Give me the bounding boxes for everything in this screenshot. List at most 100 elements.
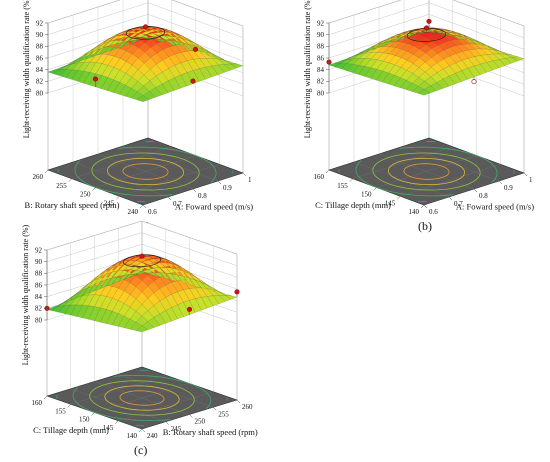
- y-axis: 140 145 150 155 160 C: Tillage depth (mm): [32, 395, 143, 440]
- y-tick: [139, 204, 144, 209]
- z-tick-label: 86: [35, 281, 43, 289]
- z-tick-label: 88: [317, 43, 325, 51]
- y-tick: [44, 169, 49, 174]
- y-tick-label: 140: [409, 208, 420, 216]
- x-tick: [498, 180, 503, 185]
- design-point: [139, 253, 145, 259]
- x-tick: [242, 172, 247, 177]
- z-tick-label: 88: [35, 270, 43, 278]
- wall-grid-line: [47, 0, 244, 27]
- x-axis: 240 245 250 255 260 B: Rotary shaft speed (rp…: [141, 399, 258, 440]
- z-tick-label: 90: [35, 258, 43, 266]
- x-axis-label: B: Rotary shaft speed (rpm): [163, 427, 258, 437]
- y-tick: [91, 412, 95, 416]
- contour-line: [119, 390, 165, 406]
- contour-line: [189, 383, 212, 409]
- x-tick-label: 0.7: [173, 200, 182, 208]
- y-tick: [138, 428, 143, 433]
- x-tick-label: 0.6: [148, 208, 157, 216]
- x-tick: [167, 196, 172, 201]
- y-tick-label: 150: [79, 416, 90, 424]
- x-tick-label: 0.8: [479, 192, 488, 200]
- design-points: [93, 24, 199, 87]
- surface-patch: [511, 56, 525, 62]
- x-tick: [448, 196, 453, 201]
- z-tick-label: 80: [317, 89, 325, 97]
- y-axis-label: C: Tillage depth (mm): [33, 425, 109, 435]
- contour-line: [91, 152, 200, 191]
- design-points: [44, 253, 240, 315]
- y-tick: [67, 404, 71, 408]
- floor-grid-line: [352, 146, 453, 179]
- x-tick: [189, 414, 193, 418]
- z-tick-label: 90: [36, 31, 44, 39]
- z-axis-label: Light-receiving width qualification rate…: [303, 0, 312, 138]
- x-tick-label: 0.6: [429, 208, 438, 216]
- y-tick-label: 150: [361, 191, 372, 199]
- z-tick-label: 92: [317, 19, 325, 27]
- y-axis-label: C: Tillage depth (mm): [315, 200, 391, 210]
- design-point: [143, 24, 149, 30]
- contour-line: [226, 397, 228, 401]
- contour-line: [122, 163, 169, 180]
- design-point: [187, 306, 193, 312]
- y-tick: [325, 169, 330, 174]
- floor-grid-line: [122, 145, 219, 182]
- x-tick-label: 0.9: [223, 184, 232, 192]
- contour-floor: [328, 137, 525, 206]
- y-tick: [92, 187, 96, 191]
- y-tick-label: 145: [103, 424, 114, 432]
- z-tick-label: 92: [35, 246, 43, 254]
- z-axis: 80 82 84 86 88 90 92 Light-receiving width qual…: [22, 0, 49, 138]
- floor-grid-line: [95, 155, 196, 188]
- contour-line: [89, 380, 195, 416]
- y-tick-label: 160: [314, 173, 325, 181]
- x-tick: [141, 428, 146, 433]
- x-tick: [213, 407, 217, 411]
- z-tick-label: 82: [35, 305, 43, 313]
- contour-line: [114, 374, 190, 384]
- x-tick-label: 1: [529, 176, 533, 184]
- y-axis: 240 245 250 255 260 B: Rotary shaft speed (rp…: [25, 169, 144, 216]
- x-tick: [165, 421, 169, 425]
- contour-line: [387, 157, 466, 186]
- contour-line: [106, 157, 185, 186]
- contour-floor: [46, 366, 238, 430]
- x-tick-label: 1: [248, 176, 252, 184]
- contour-line: [195, 155, 217, 183]
- design-point: [234, 289, 240, 295]
- panel-label: (c): [134, 443, 147, 457]
- floor-grid-line: [376, 155, 477, 188]
- contour-line: [403, 163, 450, 180]
- z-tick-label: 92: [36, 19, 44, 27]
- x-tick-label: 245: [171, 425, 182, 433]
- y-tick-label: 140: [127, 432, 138, 440]
- design-point: [93, 76, 99, 82]
- contour-floor: [47, 137, 244, 206]
- y-axis-label: B: Rotary shaft speed (rpm): [25, 200, 120, 210]
- floor-grid-line: [70, 375, 166, 405]
- design-point: [190, 78, 196, 84]
- y-tick-label: 245: [104, 199, 115, 207]
- y-tick-label: 155: [337, 182, 348, 190]
- z-tick-label: 82: [36, 78, 44, 86]
- x-axis-label: A: Foward speed (m/s): [175, 201, 253, 211]
- x-axis: 0.6 0.7 0.8 0.9 1 A: Foward speed (m/s): [142, 172, 253, 216]
- y-tick: [420, 204, 425, 209]
- floor-grid-line: [118, 374, 214, 408]
- z-tick-label: 82: [317, 78, 325, 86]
- y-tick: [373, 187, 377, 191]
- x-tick-label: 250: [195, 418, 206, 426]
- z-tick-label: 86: [317, 54, 325, 62]
- contour-line: [104, 385, 180, 411]
- x-tick-label: 0.9: [504, 184, 513, 192]
- wall-grid-line: [328, 0, 525, 27]
- x-tick: [236, 399, 241, 404]
- response-surface: [46, 254, 238, 333]
- y-tick-label: 260: [33, 173, 44, 181]
- panel-label: (b): [418, 219, 432, 233]
- x-tick-label: 240: [147, 432, 158, 440]
- x-tick-label: 0.8: [198, 192, 207, 200]
- contour-line: [372, 152, 481, 191]
- contour-line: [399, 146, 477, 156]
